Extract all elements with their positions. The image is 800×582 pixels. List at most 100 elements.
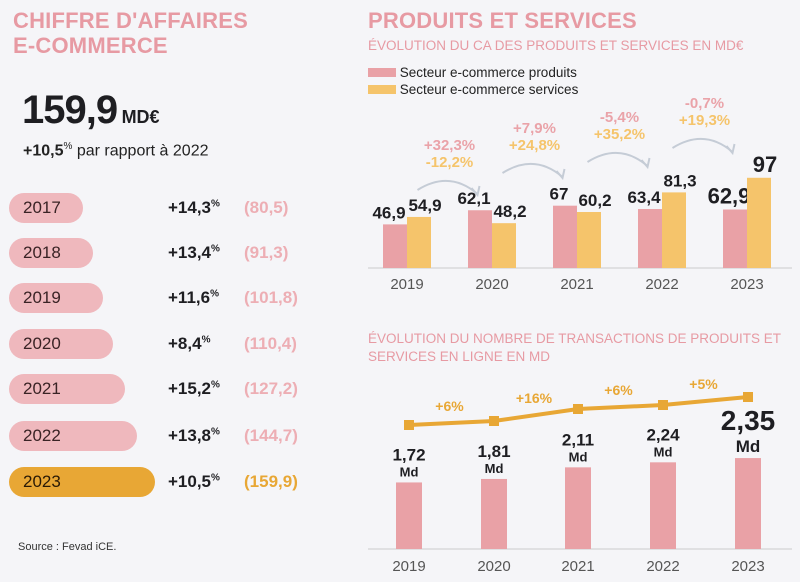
annotation-produits: -0,7% — [685, 95, 724, 112]
x-tick-label: 2019 — [390, 276, 423, 293]
growth-label: +6% — [604, 382, 633, 398]
bar-produits — [383, 224, 407, 268]
x-tick-label: 2023 — [731, 558, 764, 575]
x-tick-label: 2022 — [645, 276, 678, 293]
x-tick-label: 2021 — [560, 276, 593, 293]
year-pill: 2022 — [9, 421, 137, 451]
data-label: 2,35 — [721, 405, 776, 436]
data-label: 62,1 — [457, 189, 490, 208]
growth-line: +10,5% par rapport à 2022 — [23, 141, 209, 160]
annotation-produits: +7,9% — [513, 120, 556, 137]
x-tick-label: 2020 — [477, 558, 510, 575]
arrowhead-icon — [470, 185, 481, 198]
arrowhead-icon — [725, 143, 736, 156]
unit-label: Md — [654, 444, 673, 459]
left-title: CHIFFRE D'AFFAIRES E-COMMERCE — [13, 8, 248, 58]
year-pill: 2017 — [9, 193, 83, 223]
chart1-legend: Secteur e-commerce produits Secteur e-co… — [368, 64, 578, 98]
data-label: 2,11 — [562, 430, 594, 449]
data-label: 67 — [550, 185, 569, 204]
transaction-bar — [396, 482, 422, 549]
year-pill: 2023 — [9, 467, 155, 497]
data-label: 1,81 — [477, 442, 510, 461]
data-label: 54,9 — [408, 196, 441, 215]
year-value: (110,4) — [244, 334, 297, 353]
bar-produits — [723, 209, 747, 268]
annotation-produits: +32,3% — [424, 137, 475, 154]
year-value: (144,7) — [244, 426, 298, 445]
year-value: (101,8) — [244, 288, 298, 307]
data-label: 97 — [753, 152, 777, 177]
annotation-services: +35,2% — [594, 126, 645, 143]
growth-pct-sign: % — [63, 141, 73, 152]
year-growth: +15,2% — [168, 379, 220, 399]
total-revenue: 159,9 MD€ — [22, 88, 160, 133]
pct-sign: % — [210, 288, 219, 300]
transaction-bar — [650, 462, 676, 549]
x-tick-label: 2022 — [646, 558, 679, 575]
data-label: 63,4 — [627, 188, 661, 207]
year-growth: +8,4% — [168, 334, 210, 354]
annotation-services: +24,8% — [509, 137, 560, 154]
year-growth: +10,5% — [168, 472, 220, 492]
unit-label: Md — [400, 464, 419, 479]
pct-sign: % — [211, 243, 220, 255]
x-tick-label: 2021 — [561, 558, 594, 575]
transaction-bar — [735, 458, 761, 549]
legend-swatch-produits — [368, 68, 396, 77]
data-label: 1,72 — [392, 445, 425, 464]
bar-produits — [638, 209, 662, 268]
trend-point — [658, 400, 668, 410]
year-value: (91,3) — [244, 243, 289, 262]
data-label: 62,9 — [708, 184, 751, 209]
year-value: (127,2) — [244, 379, 298, 398]
growth-label: +5% — [689, 376, 718, 392]
growth-pct: +8,4 — [168, 334, 202, 353]
growth-pct: +13,4 — [168, 243, 212, 262]
year-pill: 2021 — [9, 374, 125, 404]
arrowhead-icon — [640, 157, 651, 170]
transaction-bar — [481, 478, 507, 549]
data-label: 60,2 — [578, 191, 611, 210]
growth-value: +10,5 — [23, 142, 64, 160]
growth-pct: +13,8 — [168, 426, 212, 445]
legend-item-produits: Secteur e-commerce produits — [368, 64, 578, 81]
title-line-2: E-COMMERCE — [13, 33, 168, 58]
year-growth: +14,3% — [168, 198, 220, 218]
pct-sign: % — [211, 426, 220, 438]
bar-produits — [468, 210, 492, 268]
growth-pct: +10,5 — [168, 472, 212, 491]
x-tick-label: 2023 — [730, 276, 763, 293]
growth-label: +16% — [516, 390, 553, 406]
year-pill: 2018 — [9, 238, 93, 268]
chart2-title: ÉVOLUTION DU NOMBRE DE TRANSACTIONS DE P… — [368, 331, 781, 364]
year-growth: +11,6% — [168, 288, 219, 308]
legend-label-produits: Secteur e-commerce produits — [399, 65, 577, 80]
source: Source : Fevad iCE. — [18, 541, 117, 553]
legend-item-services: Secteur e-commerce services — [368, 81, 578, 98]
bar-produits — [553, 205, 577, 268]
data-label: 2,24 — [646, 425, 680, 444]
arrow-icon — [671, 137, 734, 153]
year-value: (80,5) — [244, 198, 289, 217]
transaction-bar — [565, 467, 591, 549]
year-growth: +13,4% — [168, 243, 220, 263]
total-value: 159,9 — [22, 88, 118, 132]
trend-point — [743, 392, 753, 402]
annotation-services: -12,2% — [426, 154, 474, 171]
bar-services — [662, 192, 686, 268]
unit-label: Md — [736, 437, 761, 456]
annotation-services: +19,3% — [679, 112, 730, 129]
growth-text: par rapport à 2022 — [76, 142, 209, 160]
bar-services — [407, 216, 431, 268]
data-label: 48,2 — [493, 202, 526, 221]
arrow-icon — [501, 162, 564, 178]
arrowhead-icon — [555, 168, 566, 181]
pct-sign: % — [201, 334, 211, 346]
title-line-1: CHIFFRE D'AFFAIRES — [13, 8, 248, 33]
legend-label-services: Secteur e-commerce services — [399, 82, 579, 97]
year-value: (159,9) — [244, 472, 298, 491]
year-growth: +13,8% — [168, 426, 220, 446]
